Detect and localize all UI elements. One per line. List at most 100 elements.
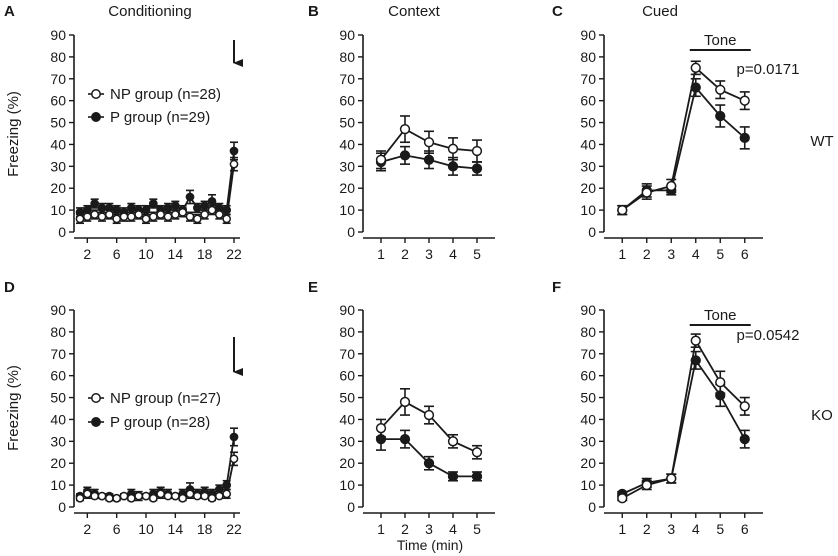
x-tick-label-c-3: 3 xyxy=(667,246,675,262)
x-tick-label-f-1: 1 xyxy=(618,521,626,537)
x-tick-label-a-14: 14 xyxy=(168,246,184,262)
panel-label-a: A xyxy=(4,3,15,20)
p-value-c: p=0.0171 xyxy=(737,61,800,78)
y-tick-label-f-80: 80 xyxy=(580,324,596,340)
y-tick-label-c-40: 40 xyxy=(580,136,596,152)
x-tick-label-a-10: 10 xyxy=(138,246,154,262)
point-b-p-group-5 xyxy=(471,163,483,174)
legend-marker-a-1 xyxy=(91,112,101,122)
y-tick-label-d-60: 60 xyxy=(50,368,66,384)
y-tick-label-b-0: 0 xyxy=(347,224,355,240)
panel-d: 0 10 20 30 40 50 60 70 80 90 2 6 10 14 18 22 NP group (n… xyxy=(50,302,243,537)
x-tick-label-b-1: 1 xyxy=(377,246,385,262)
y-tick-label-d-80: 80 xyxy=(50,324,66,340)
y-tick-label-a-10: 10 xyxy=(50,202,66,218)
y-tick-label-c-80: 80 xyxy=(580,49,596,65)
x-tick-label-f-4: 4 xyxy=(692,521,700,537)
y-tick-label-b-10: 10 xyxy=(339,202,355,218)
point-f-np-group-2 xyxy=(641,479,652,491)
y-tick-label-f-50: 50 xyxy=(580,390,596,406)
panel-label-c: C xyxy=(552,3,563,20)
point-d-np-group-14 xyxy=(170,491,180,501)
y-tick-label-a-80: 80 xyxy=(50,49,66,65)
point-f-p-group-6 xyxy=(739,433,750,445)
y-tick-label-e-90: 90 xyxy=(339,302,355,318)
point-a-np-group-13 xyxy=(163,212,173,222)
point-e-p-group-3 xyxy=(423,458,435,469)
point-c-np-group-1 xyxy=(617,204,628,216)
x-tick-label-c-6: 6 xyxy=(741,246,749,262)
point-c-p-group-6 xyxy=(739,132,750,144)
point-a-p-group-4 xyxy=(97,203,107,213)
point-e-np-group-5 xyxy=(471,447,483,458)
point-a-np-group-16 xyxy=(185,212,195,222)
point-a-p-group-3 xyxy=(90,199,100,208)
point-e-np-group-3 xyxy=(423,409,435,421)
y-tick-label-a-50: 50 xyxy=(50,115,66,131)
point-a-np-group-12 xyxy=(156,210,166,219)
point-c-np-group-6 xyxy=(739,95,750,106)
y-tick-label-f-30: 30 xyxy=(580,433,596,449)
point-d-np-group-15 xyxy=(178,493,188,503)
point-a-p-group-10 xyxy=(141,205,151,215)
point-a-p-group-17 xyxy=(192,203,202,213)
y-tick-label-a-60: 60 xyxy=(50,93,66,109)
point-d-np-group-20 xyxy=(214,491,224,501)
point-d-np-group-11 xyxy=(148,493,158,503)
x-tick-label-f-6: 6 xyxy=(741,521,749,537)
point-a-np-group-7 xyxy=(119,212,129,222)
y-tick-label-e-50: 50 xyxy=(339,390,355,406)
point-d-np-group-10 xyxy=(141,491,151,501)
y-tick-label-e-20: 20 xyxy=(339,455,355,471)
y-tick-label-e-80: 80 xyxy=(339,324,355,340)
point-a-np-group-14 xyxy=(170,210,180,219)
point-c-np-group-4 xyxy=(690,62,701,73)
x-tick-label-d-22: 22 xyxy=(226,521,242,537)
y-tick-label-b-20: 20 xyxy=(339,180,355,196)
point-a-np-group-3 xyxy=(90,210,100,219)
point-b-np-group-1 xyxy=(375,154,387,165)
point-d-np-group-1 xyxy=(75,493,85,503)
y-tick-label-e-40: 40 xyxy=(339,411,355,427)
point-d-np-group-18 xyxy=(200,491,210,501)
y-tick-label-a-40: 40 xyxy=(50,136,66,152)
point-b-p-group-2 xyxy=(399,150,411,161)
x-tick-label-e-5: 5 xyxy=(473,521,481,537)
point-f-np-group-6 xyxy=(739,401,750,412)
tone-label-f: Tone xyxy=(704,307,737,324)
y-axis-label-top: Freezing (%) xyxy=(5,91,22,177)
series-line-f-p-group xyxy=(621,358,746,495)
point-d-np-group-21 xyxy=(222,489,232,499)
point-a-np-group-10 xyxy=(141,214,151,224)
legend-label-a-1: P group (n=29) xyxy=(110,109,210,126)
point-a-p-group-6 xyxy=(112,205,122,215)
point-d-np-group-16 xyxy=(185,489,195,499)
point-a-np-group-20 xyxy=(214,210,224,219)
legend-marker-d-0 xyxy=(91,393,101,403)
point-b-p-group-4 xyxy=(447,161,459,172)
y-tick-label-f-10: 10 xyxy=(580,477,596,493)
point-d-np-group-4 xyxy=(97,491,107,501)
legend-label-d-1: P group (n=28) xyxy=(110,414,210,431)
x-tick-label-b-5: 5 xyxy=(473,246,481,262)
y-tick-label-a-0: 0 xyxy=(58,224,66,240)
point-d-np-group-3 xyxy=(90,491,100,501)
x-tick-label-f-3: 3 xyxy=(667,521,675,537)
point-b-p-group-3 xyxy=(423,154,435,165)
y-tick-label-f-60: 60 xyxy=(580,368,596,384)
point-e-np-group-1 xyxy=(375,423,387,434)
panel-label-f: F xyxy=(552,279,561,296)
point-f-np-group-5 xyxy=(715,377,726,388)
point-e-p-group-5 xyxy=(471,471,483,482)
y-tick-label-f-0: 0 xyxy=(588,499,596,515)
point-d-np-group-17 xyxy=(192,491,202,501)
point-a-p-group-14 xyxy=(170,201,180,211)
y-tick-label-c-30: 30 xyxy=(580,158,596,174)
panel-label-d: D xyxy=(4,279,15,296)
point-a-np-group-9 xyxy=(134,210,144,219)
point-e-p-group-2 xyxy=(399,433,411,445)
y-tick-label-d-0: 0 xyxy=(58,499,66,515)
x-tick-label-d-6: 6 xyxy=(113,521,121,537)
point-a-np-group-2 xyxy=(82,212,92,222)
x-tick-label-f-2: 2 xyxy=(643,521,651,537)
